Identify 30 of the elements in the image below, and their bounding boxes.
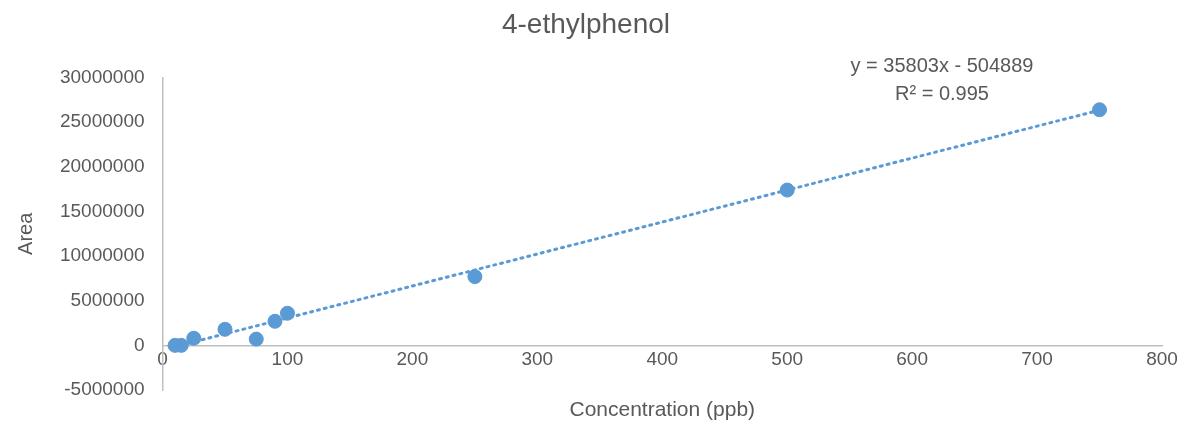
point <box>267 313 283 329</box>
x-tick-label: 500 <box>771 348 804 370</box>
point <box>467 269 483 285</box>
y-tick-label: 0 <box>133 333 145 355</box>
x-tick-label: 0 <box>157 348 168 370</box>
point <box>279 305 295 321</box>
x-tick-label: 600 <box>896 348 928 370</box>
y-tick-label: 20000000 <box>59 155 145 177</box>
y-tick-label: 5000000 <box>70 288 145 310</box>
y-tick-label: 15000000 <box>59 199 145 221</box>
y-tick-label: 10000000 <box>59 244 145 266</box>
point <box>779 182 795 198</box>
point <box>217 321 233 337</box>
x-tick-label: 100 <box>271 348 304 370</box>
y-tick-label: 25000000 <box>59 110 145 132</box>
annotation: R² = 0.995 <box>895 81 989 104</box>
x-tick-label: 400 <box>646 348 679 370</box>
y-tick-label: -5000000 <box>64 378 145 400</box>
x-axis-title: Concentration (ppb) <box>569 396 756 420</box>
y-tick-label: 30000000 <box>59 65 145 87</box>
point <box>248 331 264 347</box>
point <box>1092 102 1108 118</box>
x-tick-label: 700 <box>1021 348 1053 370</box>
point <box>186 330 202 346</box>
text: y = 35803x - 504889 <box>850 53 1034 76</box>
x-tick-label: 200 <box>396 348 429 370</box>
x-tick-label: 800 <box>1146 348 1178 370</box>
y-axis-title: Area <box>13 211 36 255</box>
x-tick-label: 300 <box>521 348 554 370</box>
chart-title: 4-ethylphenol <box>501 7 671 39</box>
